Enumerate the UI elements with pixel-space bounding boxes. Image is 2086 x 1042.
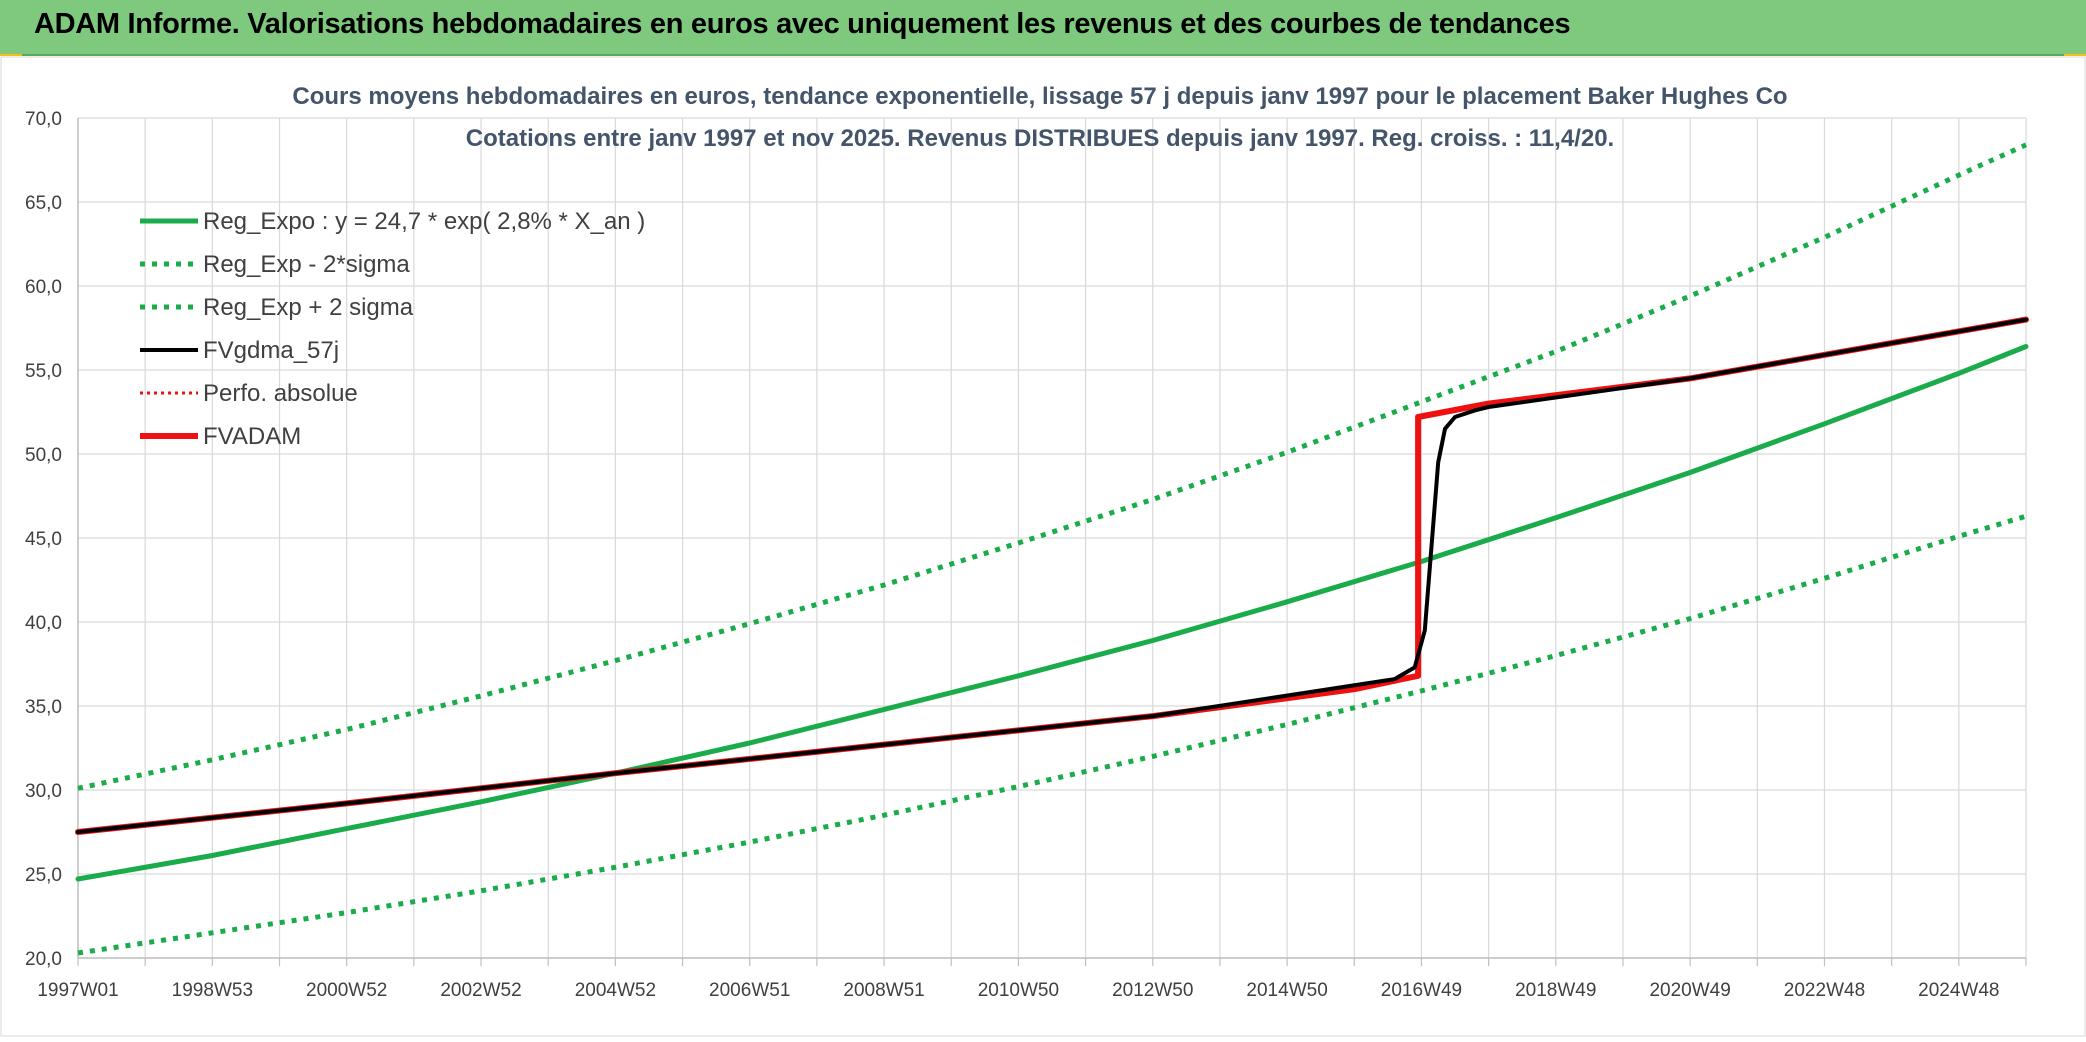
y-tick-label: 35,0 bbox=[25, 697, 62, 718]
x-tick-label: 2010W50 bbox=[978, 980, 1059, 1001]
chart-area: 20,0 25,0 30,0 35,0 40,0 45,0 50,0 55,0 60,0 65,0… bbox=[0, 56, 2086, 1037]
series-line-1 bbox=[77, 513, 2027, 956]
report-title: ADAM Informe. Valorisations hebdomadaire… bbox=[34, 8, 1571, 40]
x-tick-label: 2022W48 bbox=[1784, 980, 1865, 1001]
y-tick-label: 65,0 bbox=[25, 193, 62, 214]
x-tick-label: 2012W50 bbox=[1112, 980, 1193, 1001]
legend-label: Perfo. absolue bbox=[203, 380, 358, 407]
y-tick-label: 60,0 bbox=[25, 277, 62, 298]
x-tick-label: 2008W51 bbox=[843, 980, 924, 1001]
x-tick-label: 2016W49 bbox=[1381, 980, 1462, 1001]
x-tick-label: 1997W01 bbox=[37, 980, 118, 1001]
x-tick-label: 2020W49 bbox=[1649, 980, 1730, 1001]
chart-title: Cours moyens hebdomadaires en euros, ten… bbox=[292, 83, 1787, 110]
report-banner: ADAM Informe. Valorisations hebdomadaire… bbox=[0, 0, 2086, 56]
x-tick-label: 2018W49 bbox=[1515, 980, 1596, 1001]
x-tick-label: 2004W52 bbox=[575, 980, 656, 1001]
x-tick-label: 2002W52 bbox=[440, 980, 521, 1001]
legend: Reg_Expo : y = 24,7 * exp( 2,8% * X_an )… bbox=[140, 208, 645, 450]
y-tick-label: 55,0 bbox=[25, 361, 62, 382]
y-tick-label: 50,0 bbox=[25, 445, 62, 466]
legend-label: Reg_Exp + 2 sigma bbox=[203, 294, 414, 321]
x-tick-label: 2006W51 bbox=[709, 980, 790, 1001]
axes: 20,0 25,0 30,0 35,0 40,0 45,0 50,0 55,0 60,0 65,0… bbox=[25, 109, 2027, 1001]
x-tick-label: 2014W50 bbox=[1246, 980, 1327, 1001]
y-tick-label: 40,0 bbox=[25, 613, 62, 634]
y-tick-label: 45,0 bbox=[25, 529, 62, 550]
x-tick-label: 1998W53 bbox=[172, 980, 253, 1001]
x-tick-label: 2024W48 bbox=[1918, 980, 1999, 1001]
series-line-3 bbox=[76, 317, 2028, 834]
series-line-0 bbox=[75, 344, 2029, 882]
legend-label: FVADAM bbox=[203, 423, 301, 450]
legend-label: FVgdma_57j bbox=[203, 337, 339, 364]
legend-label: Reg_Exp - 2*sigma bbox=[203, 251, 410, 278]
y-tick-label: 70,0 bbox=[25, 109, 62, 130]
chart-subtitle: Cotations entre janv 1997 et nov 2025. R… bbox=[466, 125, 1614, 152]
legend-label: Reg_Expo : y = 24,7 * exp( 2,8% * X_an ) bbox=[203, 208, 645, 235]
series bbox=[75, 142, 2029, 956]
y-tick-label: 25,0 bbox=[25, 865, 62, 886]
y-tick-label: 30,0 bbox=[25, 781, 62, 802]
line-chart: 20,0 25,0 30,0 35,0 40,0 45,0 50,0 55,0 60,0 65,0… bbox=[0, 56, 2086, 1037]
y-tick-label: 20,0 bbox=[25, 949, 62, 970]
x-tick-label: 2000W52 bbox=[306, 980, 387, 1001]
